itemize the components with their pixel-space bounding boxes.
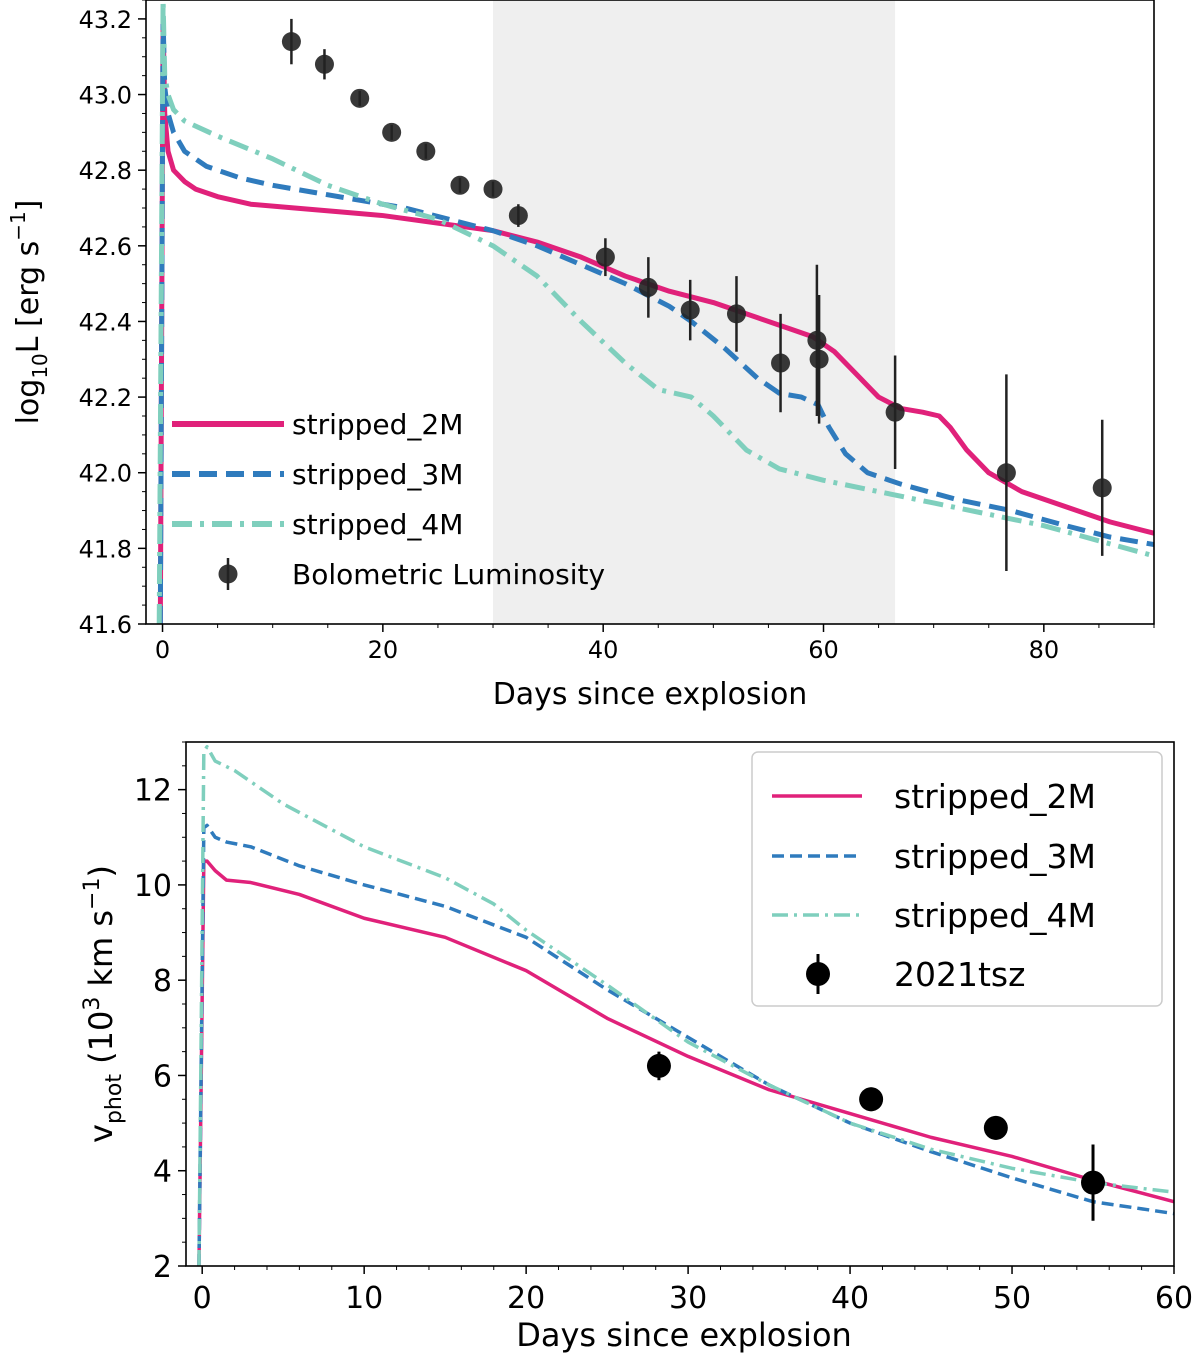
legend-label-2021tsz: 2021tsz	[894, 955, 1025, 994]
series-line-stripped-2m	[157, 16, 1154, 624]
data-point	[281, 32, 301, 52]
series-line-stripped-3m	[157, 16, 1154, 624]
y-axis-label: vphot (103 km s−1)	[80, 865, 127, 1143]
legend-label-bolometric-luminosity: Bolometric Luminosity	[292, 558, 605, 591]
legend-label-stripped-4m: stripped_4M	[894, 896, 1096, 935]
velocity-curves	[197, 745, 1174, 1266]
y-tick-label-6: 6	[153, 1059, 172, 1094]
data-point	[646, 1053, 671, 1078]
series-line-stripped-4m	[156, 0, 1154, 624]
data-point	[1092, 478, 1112, 498]
data-point	[885, 402, 905, 422]
x-axis-label: Days since explosion	[516, 1316, 852, 1354]
data-point	[771, 353, 791, 373]
x-tick-label-40: 40	[831, 1281, 869, 1316]
y-tick-label-43-2: 43.2	[79, 6, 132, 34]
legend-label-stripped-3m: stripped_3M	[894, 837, 1096, 876]
2021tsz-points	[646, 1051, 1106, 1221]
data-point	[450, 175, 470, 195]
y-axis-label: log10L [erg s−1]	[6, 200, 52, 425]
data-point	[382, 122, 402, 142]
data-point	[350, 88, 370, 108]
legend-label-stripped-3m: stripped_3M	[292, 458, 463, 491]
data-point	[859, 1087, 884, 1112]
legend-label-stripped-2m: stripped_2M	[894, 777, 1096, 816]
y-tick-label-10: 10	[134, 869, 172, 904]
data-point	[807, 330, 827, 350]
x-tick-label-0: 0	[193, 1281, 212, 1316]
data-point	[416, 141, 436, 161]
x-tick-label-80: 80	[1029, 636, 1060, 664]
legend: stripped_2M stripped_3M stripped_4M 2021…	[751, 751, 1163, 1007]
y-tick-label-2: 2	[153, 1250, 172, 1285]
x-tick-label-20: 20	[507, 1281, 545, 1316]
legend-label-stripped-2m: stripped_2M	[292, 408, 463, 441]
y-axis-ticks: 41.6 41.8 42.0 42.2 42.4 42.6 42.8 43.0 43.2	[79, 0, 146, 639]
y-tick-label-42-6: 42.6	[79, 233, 132, 261]
y-axis-ticks: 2 4 6 8 10 12	[134, 741, 186, 1285]
y-tick-label-42-8: 42.8	[79, 157, 132, 185]
y-tick-label-8: 8	[153, 964, 172, 999]
x-tick-label-50: 50	[993, 1281, 1031, 1316]
x-tick-label-20: 20	[368, 636, 399, 664]
data-point	[483, 179, 503, 199]
legend-marker-bolometric	[218, 564, 238, 584]
y-tick-label-43-0: 43.0	[79, 82, 132, 110]
y-tick-label-41-8: 41.8	[79, 535, 132, 563]
legend-box	[751, 751, 1163, 1007]
series-line-stripped-4m	[197, 745, 1174, 1266]
series-line-stripped-2m	[197, 859, 1174, 1266]
y-tick-label-41-6: 41.6	[79, 611, 132, 639]
legend-label-stripped-4m: stripped_4M	[292, 508, 463, 541]
data-point	[809, 349, 829, 369]
data-point	[314, 54, 334, 74]
x-axis-label: Days since explosion	[493, 677, 808, 712]
data-point	[595, 247, 615, 267]
x-tick-label-30: 30	[669, 1281, 707, 1316]
x-tick-label-60: 60	[1155, 1281, 1193, 1316]
data-point	[680, 300, 700, 320]
bolometric-luminosity-points	[281, 18, 1112, 572]
legend-marker-2021tsz	[806, 962, 830, 986]
data-point	[996, 463, 1016, 483]
x-tick-label-60: 60	[808, 636, 839, 664]
y-tick-label-4: 4	[153, 1155, 172, 1190]
legend: stripped_2M stripped_3M stripped_4M Bolo…	[172, 408, 605, 591]
series-line-stripped-3m	[197, 823, 1174, 1266]
velocity-panel: 0 10 20 30 40 50 60 2 4 6 8 10 12 Days since explos…	[80, 741, 1193, 1354]
y-tick-label-42-0: 42.0	[79, 460, 132, 488]
x-tick-label-0: 0	[155, 636, 170, 664]
data-point	[1081, 1170, 1106, 1195]
data-point	[983, 1115, 1008, 1140]
x-tick-label-10: 10	[345, 1281, 383, 1316]
y-tick-label-42-2: 42.2	[79, 384, 132, 412]
data-point	[508, 206, 528, 226]
y-tick-label-12: 12	[134, 774, 172, 809]
data-point	[726, 304, 746, 324]
luminosity-panel: 0 20 40 60 80 41.6 41.8 42.0 42.2 42.4 42.6 42.8 43…	[6, 0, 1155, 712]
x-tick-label-40: 40	[588, 636, 619, 664]
plot-frame	[145, 0, 1155, 625]
data-point	[638, 277, 658, 297]
x-axis-ticks: 0 20 40 60 80	[155, 624, 1155, 664]
luminosity-curves	[156, 0, 1154, 624]
x-axis-ticks: 0 10 20 30 40 50 60	[193, 1266, 1193, 1316]
y-tick-label-42-4: 42.4	[79, 308, 132, 336]
